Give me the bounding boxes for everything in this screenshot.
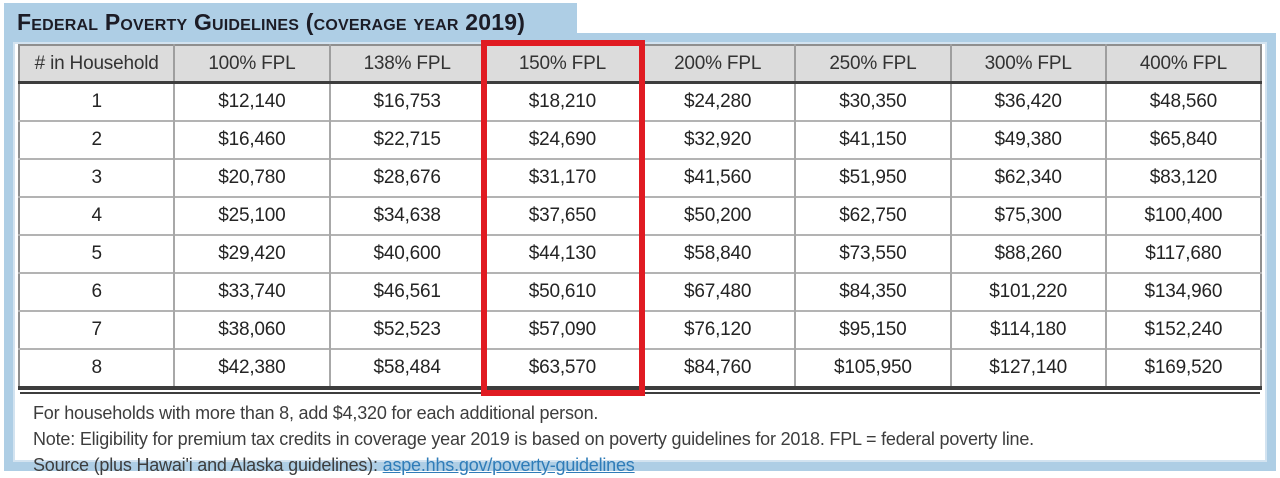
fpl-amount-cell: $127,140	[949, 348, 1106, 386]
table-row: 1 $12,140 $16,753 $18,210 $24,280 $30,350 $36,…	[19, 82, 1261, 121]
fpl-amount-cell: $34,638	[328, 196, 485, 235]
table-header-row: # in Household 100% FPL 138% FPL 150% FPL 20…	[19, 45, 1261, 84]
table-bottom-divider	[18, 386, 1262, 392]
fpl-amount-cell: $22,715	[328, 120, 485, 159]
column-header-200-fpl: 200% FPL	[638, 45, 796, 84]
column-header-150-fpl: 150% FPL	[483, 45, 640, 84]
table-row: 5 $29,420 $40,600 $44,130 $58,840 $73,550 $88,…	[19, 234, 1261, 273]
fpl-amount-cell: $83,120	[1104, 158, 1261, 197]
table-row: 4 $25,100 $34,638 $37,650 $50,200 $62,750 $75,…	[19, 196, 1261, 235]
fpl-amount-cell: $101,220	[949, 272, 1106, 311]
fpl-amount-cell: $62,750	[794, 196, 951, 235]
fpl-amount-cell: $29,420	[173, 234, 330, 273]
household-size-cell: 7	[19, 310, 175, 349]
fpl-amount-cell: $95,150	[794, 310, 951, 349]
table-row: 6 $33,740 $46,561 $50,610 $67,480 $84,350 $101…	[19, 272, 1261, 311]
fpl-amount-cell: $40,600	[328, 234, 485, 273]
content-area: # in Household 100% FPL 138% FPL 150% FPL 20…	[15, 44, 1265, 475]
fpl-amount-cell: $134,960	[1104, 272, 1261, 311]
fpl-amount-cell: $30,350	[794, 82, 951, 121]
fpl-amount-cell: $38,060	[173, 310, 330, 349]
fpl-amount-cell: $33,740	[173, 272, 330, 311]
fpl-amount-cell: $58,840	[638, 234, 796, 273]
household-size-cell: 5	[19, 234, 175, 273]
fpl-amount-cell: $67,480	[638, 272, 796, 311]
fpl-amount-cell: $28,676	[328, 158, 485, 197]
fpl-amount-cell: $100,400	[1104, 196, 1261, 235]
source-link[interactable]: aspe.hhs.gov/poverty-guidelines	[382, 455, 635, 475]
fpl-amount-cell: $50,610	[483, 272, 640, 311]
fpl-amount-cell: $16,753	[328, 82, 485, 121]
fpl-amount-cell: $41,150	[794, 120, 951, 159]
fpl-amount-cell: $152,240	[1104, 310, 1261, 349]
source-label: Source (plus Hawai'i and Alaska guidelin…	[33, 455, 383, 475]
fpl-amount-cell: $63,570	[483, 348, 640, 386]
fpl-amount-cell: $24,280	[638, 82, 796, 121]
column-header-300-fpl: 300% FPL	[949, 45, 1106, 84]
fpl-amount-cell: $117,680	[1104, 234, 1261, 273]
fpl-amount-cell: $73,550	[794, 234, 951, 273]
footnote-additional-person: For households with more than 8, add $4,…	[33, 403, 599, 423]
table-row: 8 $42,380 $58,484 $63,570 $84,760 $105,950 $12…	[19, 348, 1261, 386]
column-header-138-fpl: 138% FPL	[328, 45, 485, 84]
table-row: 2 $16,460 $22,715 $24,690 $32,920 $41,150 $49,…	[19, 120, 1261, 159]
fpl-amount-cell: $42,380	[173, 348, 330, 386]
fpl-table: # in Household 100% FPL 138% FPL 150% FPL 20…	[18, 44, 1262, 386]
fpl-amount-cell: $18,210	[483, 82, 640, 121]
fpl-amount-cell: $84,760	[638, 348, 796, 386]
household-size-cell: 1	[19, 82, 175, 121]
fpl-amount-cell: $62,340	[949, 158, 1106, 197]
fpl-amount-cell: $88,260	[949, 234, 1106, 273]
fpl-amount-cell: $169,520	[1104, 348, 1261, 386]
fpl-amount-cell: $48,560	[1104, 82, 1261, 121]
fpl-amount-cell: $49,380	[949, 120, 1106, 159]
content-frame: # in Household 100% FPL 138% FPL 150% FPL 20…	[4, 33, 1276, 475]
fpl-amount-cell: $57,090	[483, 310, 640, 349]
fpl-amount-cell: $31,170	[483, 158, 640, 197]
fpl-amount-cell: $46,561	[328, 272, 485, 311]
column-header-in-household: # in Household	[19, 45, 175, 84]
footnotes: For households with more than 8, add $4,…	[18, 394, 1262, 478]
fpl-amount-cell: $16,460	[173, 120, 330, 159]
household-size-cell: 3	[19, 158, 175, 197]
fpl-amount-cell: $36,420	[949, 82, 1106, 121]
fpl-amount-cell: $76,120	[638, 310, 796, 349]
fpl-amount-cell: $32,920	[638, 120, 796, 159]
page-title: Federal Poverty Guidelines (coverage yea…	[17, 9, 526, 35]
fpl-amount-cell: $58,484	[328, 348, 485, 386]
fpl-amount-cell: $84,350	[794, 272, 951, 311]
household-size-cell: 8	[19, 348, 175, 386]
fpl-amount-cell: $51,950	[794, 158, 951, 197]
table-row: 3 $20,780 $28,676 $31,170 $41,560 $51,950 $62,…	[19, 158, 1261, 197]
fpl-amount-cell: $12,140	[173, 82, 330, 121]
fpl-amount-cell: $105,950	[794, 348, 951, 386]
fpl-amount-cell: $37,650	[483, 196, 640, 235]
footnote-eligibility-note: Note: Eligibility for premium tax credit…	[33, 429, 1034, 449]
fpl-amount-cell: $20,780	[173, 158, 330, 197]
fpl-amount-cell: $24,690	[483, 120, 640, 159]
column-header-400-fpl: 400% FPL	[1104, 45, 1261, 84]
title-bar: Federal Poverty Guidelines (coverage yea…	[4, 3, 577, 42]
household-size-cell: 6	[19, 272, 175, 311]
column-header-250-fpl: 250% FPL	[794, 45, 951, 84]
fpl-amount-cell: $114,180	[949, 310, 1106, 349]
household-size-cell: 4	[19, 196, 175, 235]
footnote-source: Source (plus Hawai'i and Alaska guidelin…	[33, 452, 1262, 478]
fpl-amount-cell: $25,100	[173, 196, 330, 235]
fpl-amount-cell: $75,300	[949, 196, 1106, 235]
household-size-cell: 2	[19, 120, 175, 159]
table-row: 7 $38,060 $52,523 $57,090 $76,120 $95,150 $114…	[19, 310, 1261, 349]
column-header-100-fpl: 100% FPL	[173, 45, 330, 84]
fpl-amount-cell: $50,200	[638, 196, 796, 235]
fpl-amount-cell: $44,130	[483, 234, 640, 273]
fpl-amount-cell: $41,560	[638, 158, 796, 197]
fpl-amount-cell: $52,523	[328, 310, 485, 349]
fpl-amount-cell: $65,840	[1104, 120, 1261, 159]
